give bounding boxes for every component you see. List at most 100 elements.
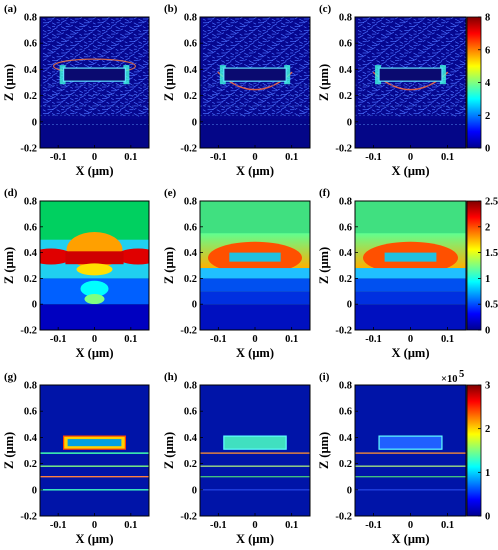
ytick-label: 0.2 [184,274,197,285]
ytick-label: 0 [347,485,352,496]
xtick-label: 0 [92,334,97,345]
colorbar-tick-label: 6 [485,45,490,56]
y-axis-label: Z (μm) [317,247,331,284]
colorbar-tick-label: 0 [485,326,490,337]
panel-d-field [40,201,149,330]
ytick-label: -0.2 [335,512,352,523]
layer-2 [355,278,466,292]
ytick-label: 0 [192,117,197,128]
ytick-label: 0.8 [339,197,352,208]
colorbar-exponent-label: ×10 [441,374,457,385]
edge-hotspot-right [439,65,446,85]
ytick-label: 0 [192,485,197,496]
hotspot-left [40,248,73,265]
colorbar-tick-label: 2.5 [485,197,498,208]
ytick-label: -0.2 [20,144,37,155]
ytick-label: 0.2 [24,274,37,285]
ytick-label: 0.8 [184,197,197,208]
colorbar-tick-label: 4 [485,78,491,89]
ytick-label: 0.8 [339,13,352,24]
ytick-label: 0.6 [184,407,197,418]
absorber-box [223,435,287,450]
ytick-label: 0.4 [24,433,38,444]
colorbar-tick-label: 1 [485,468,490,479]
panel-label: (d) [4,187,18,199]
edge-hotspot-left [219,65,226,85]
layer-1 [200,268,310,279]
ytick-label: 0 [347,300,352,311]
colorbar-tick-label: 0 [485,512,490,523]
colorbar-tick-label: 2 [485,111,490,122]
ytick-label: 0.8 [24,197,37,208]
colorbar-tick-label: 0 [485,144,490,155]
panel-b [199,16,311,149]
panel-h [199,384,311,517]
ytick-label: -0.2 [180,326,197,337]
colorbar-tick-label: 1 [485,274,490,285]
colorbar [466,200,482,331]
ytick-label: 0.6 [184,39,197,50]
xtick-label: -0.1 [210,520,227,531]
hotspot-low [76,263,113,276]
panel-label: (b) [164,3,178,15]
ytick-label: 0 [347,117,352,128]
colorbar-tick-label: 2 [485,424,490,435]
ytick-label: 0.6 [339,222,352,233]
xtick-label: -0.1 [210,334,227,345]
panel-f [354,200,482,331]
panel-d [39,200,150,331]
substrate-region [355,119,466,148]
ytick-label: 0.4 [184,65,198,76]
ytick-label: 0.2 [339,459,352,470]
xtick-label: 0.1 [124,152,137,163]
ytick-label: -0.2 [20,512,37,523]
edge-hotspot-left [375,65,382,85]
colorbar-tick-label: 3 [485,381,490,392]
ytick-label: 0.8 [339,381,352,392]
panels-group [39,16,482,517]
substrate-region [200,119,310,148]
field-background [40,385,149,516]
ytick-label: 0.6 [24,407,37,418]
xtick-label: 0.1 [124,334,137,345]
ytick-label: 0.2 [184,459,197,470]
colorbar-exponent-power: 5 [459,369,464,380]
panel-c-field [355,17,466,148]
panel-label: (f) [319,187,330,199]
xtick-label: 0 [408,520,413,531]
ytick-label: 0.4 [184,433,198,444]
xtick-label: -0.1 [365,152,382,163]
ytick-label: 0 [32,117,37,128]
xtick-label: 0.1 [285,334,298,345]
ytick-label: 0.2 [339,91,352,102]
nanostructure-interior [384,252,437,262]
y-axis-label: Z (μm) [317,64,331,101]
x-axis-label: X (μm) [236,532,274,546]
xtick-label: -0.1 [365,520,382,531]
xtick-label: 0 [92,152,97,163]
panel-label: (c) [319,3,332,15]
node-2 [84,294,105,305]
panel-f-field [355,201,466,330]
ytick-label: 0.4 [339,433,353,444]
colorbar [466,384,482,517]
x-axis-label: X (μm) [236,346,274,360]
edge-hotspot-right [123,65,130,85]
ytick-label: 0.2 [339,274,352,285]
xtick-label: 0.1 [441,520,454,531]
y-axis-label: Z (μm) [2,432,16,469]
ytick-label: 0.4 [339,248,353,259]
ytick-label: 0.4 [184,248,198,259]
xtick-label: 0 [252,152,257,163]
x-axis-label: X (μm) [76,532,114,546]
ytick-label: 0.8 [184,381,197,392]
panel-c [354,16,482,149]
ytick-label: 0.2 [24,91,37,102]
y-axis-label: Z (μm) [317,432,331,469]
panel-g [39,384,150,517]
layer-1 [355,268,466,279]
y-axis-label: Z (μm) [2,64,16,101]
x-axis-label: X (μm) [392,346,430,360]
field-background [200,385,310,516]
substrate-region [200,304,310,330]
